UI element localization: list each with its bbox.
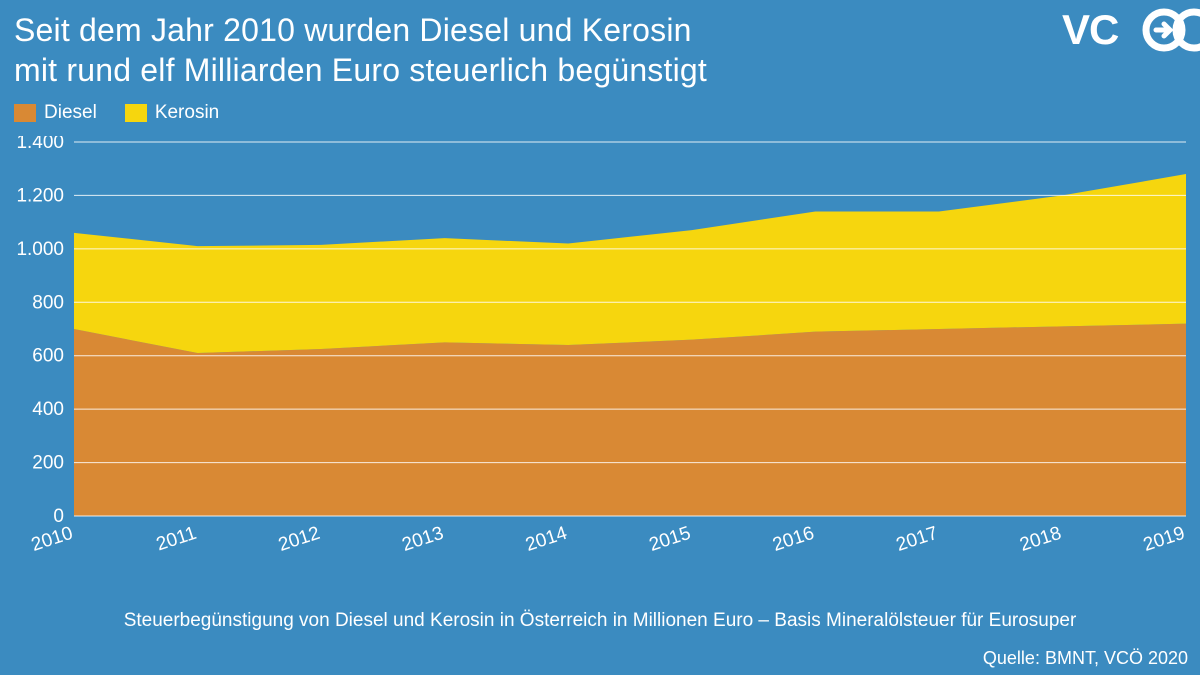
chart-subtitle: Steuerbegünstigung von Diesel und Kerosi… — [0, 610, 1200, 632]
y-tick-label: 800 — [32, 292, 64, 313]
x-tick: 2015 — [647, 523, 694, 556]
y-tick-label: 600 — [32, 346, 64, 367]
chart-title: Seit dem Jahr 2010 wurden Diesel und Ker… — [14, 10, 707, 90]
x-tick-label: 2012 — [276, 523, 323, 556]
legend-item: Diesel — [14, 102, 97, 124]
x-tick: 2013 — [400, 523, 447, 556]
x-tick-label: 2018 — [1017, 523, 1064, 556]
area-chart: 0 200 400 600 800 1.000 1.200 1.400 2010 2011 2012… — [14, 136, 1186, 576]
chart-card: Seit dem Jahr 2010 wurden Diesel und Ker… — [0, 0, 1200, 675]
x-tick-label: 2010 — [29, 523, 76, 556]
chart-source: Quelle: BMNT, VCÖ 2020 — [983, 648, 1188, 669]
x-tick: 2014 — [523, 523, 570, 556]
x-tick: 2016 — [770, 523, 817, 556]
legend-label: Kerosin — [155, 102, 219, 124]
x-tick: 2011 — [154, 523, 199, 556]
x-tick-label: 2017 — [894, 523, 941, 556]
legend-swatch — [14, 104, 36, 122]
x-tick-label: 2019 — [1141, 523, 1186, 556]
area-kerosin — [74, 174, 1186, 353]
svg-text:VC: VC — [1062, 6, 1119, 53]
x-tick: 2019 — [1141, 523, 1186, 556]
x-tick: 2017 — [894, 523, 941, 556]
area-diesel — [74, 324, 1186, 516]
legend-swatch — [125, 104, 147, 122]
title-line-2: mit rund elf Milliarden Euro steuerlich … — [14, 52, 707, 88]
y-tick-label: 1.000 — [16, 239, 64, 260]
y-tick-label: 1.400 — [16, 136, 64, 153]
x-tick-label: 2011 — [154, 523, 199, 556]
x-tick-label: 2014 — [523, 523, 570, 556]
title-line-1: Seit dem Jahr 2010 wurden Diesel und Ker… — [14, 12, 692, 48]
x-tick: 2012 — [276, 523, 323, 556]
x-tick-label: 2013 — [400, 523, 447, 556]
y-tick-label: 0 — [53, 506, 64, 527]
legend-label: Diesel — [44, 102, 97, 124]
x-tick-label: 2015 — [647, 523, 694, 556]
legend: Diesel Kerosin — [14, 102, 219, 124]
legend-item: Kerosin — [125, 102, 219, 124]
x-tick-label: 2016 — [770, 523, 817, 556]
brand-logo: VC — [1060, 4, 1200, 65]
y-tick-label: 200 — [32, 453, 64, 474]
y-tick-label: 400 — [32, 399, 64, 420]
y-tick-label: 1.200 — [16, 185, 64, 206]
x-tick: 2018 — [1017, 523, 1064, 556]
x-tick: 2010 — [29, 523, 76, 556]
